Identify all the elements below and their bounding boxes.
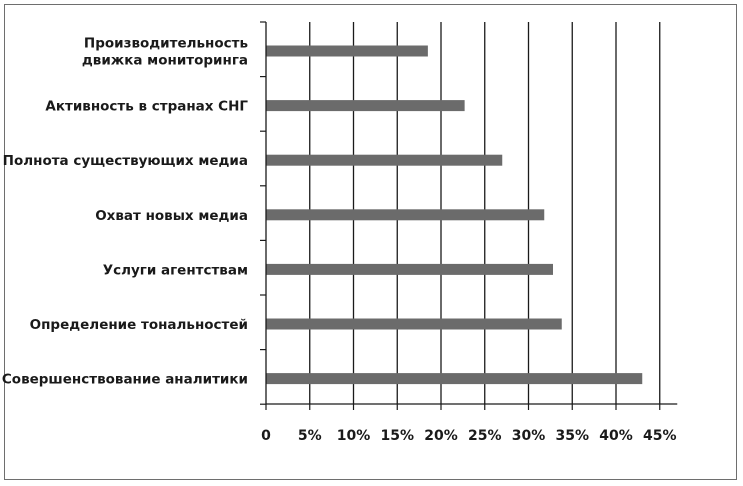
x-tick-label: 45% (643, 428, 677, 444)
category-label: Производительность (84, 36, 248, 52)
chart-frame (4, 4, 737, 480)
x-tick-label: 15% (380, 428, 414, 444)
category-label: Активность в странах СНГ (45, 99, 248, 115)
x-tick-label: 5% (298, 428, 322, 444)
category-label: Услуги агентствам (103, 262, 248, 278)
bar-4 (266, 209, 545, 221)
bar-7 (266, 373, 643, 385)
x-tick-label: 20% (424, 428, 458, 444)
x-tick-label: 25% (468, 428, 502, 444)
bar-6 (266, 318, 562, 330)
category-label: Охват новых медиа (95, 208, 248, 224)
x-tick-label: 10% (337, 428, 371, 444)
x-tick-label: 0 (261, 428, 271, 444)
category-label: движка мониторинга (82, 53, 248, 69)
bar-2 (266, 100, 465, 112)
category-label: Полнота существующих медиа (3, 153, 248, 169)
bar-3 (266, 154, 503, 166)
axes (260, 21, 678, 410)
bar-5 (266, 263, 553, 275)
category-label: Совершенствование аналитики (2, 372, 248, 388)
labels: 0 5% 10% 15% 20% 25% 30% 35% 40% 45% Производитель… (2, 36, 677, 445)
bar-1 (266, 45, 428, 57)
bars (266, 45, 643, 385)
x-tick-label: 35% (555, 428, 589, 444)
x-tick-label: 30% (512, 428, 546, 444)
category-label: Определение тональностей (30, 317, 248, 333)
x-tick-label: 40% (599, 428, 633, 444)
